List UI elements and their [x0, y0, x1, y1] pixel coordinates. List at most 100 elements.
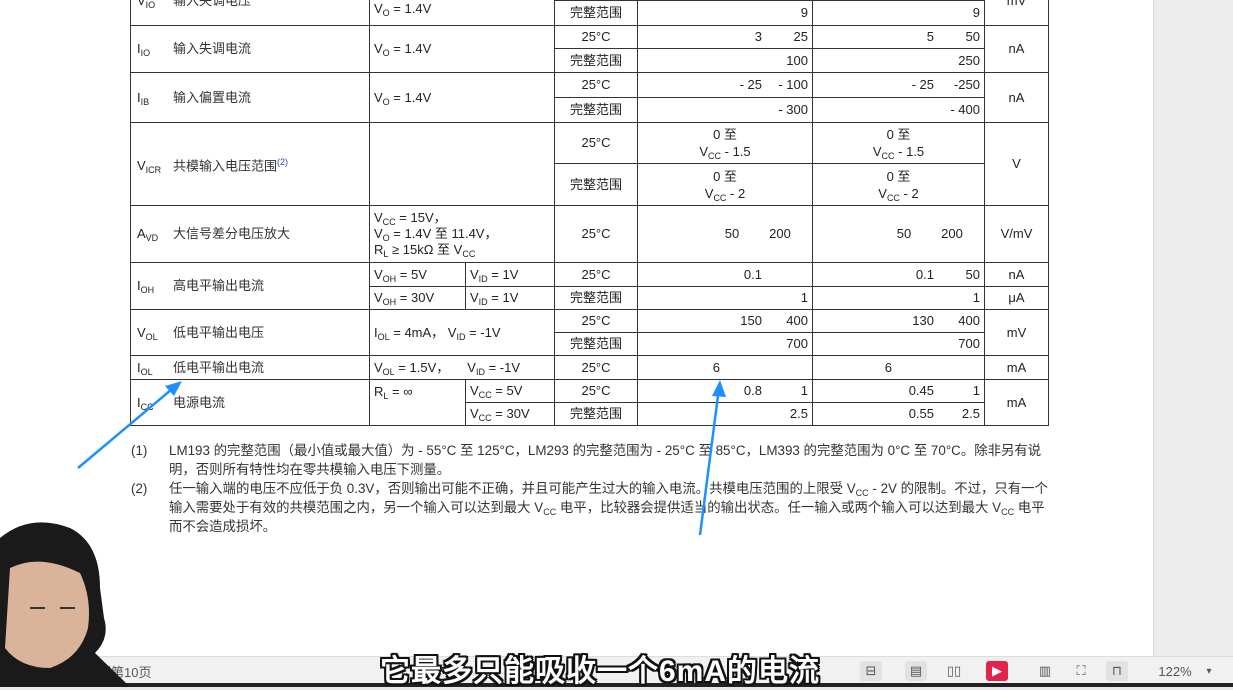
condition-cell: VIC = VICR 最小值，VO = 1.4V: [369, 0, 555, 26]
typ-value: 0.8: [743, 383, 762, 398]
cell-text: 0 至: [713, 168, 737, 184]
symbol: ICC: [137, 394, 154, 412]
max-value: 100: [786, 52, 808, 68]
max-value: 1: [800, 290, 808, 305]
max-value: - 400: [950, 102, 980, 117]
footnote: (1) LM193 的完整范围（最小值或最大值）为 - 55°C 至 125°C，…: [131, 441, 1051, 479]
param-name: 低电平输出电压: [173, 324, 265, 340]
symbol: VIO: [137, 0, 156, 10]
max-value: 2.5: [789, 406, 808, 421]
param-name: 电源电流: [173, 394, 226, 410]
max-value: 1: [972, 290, 980, 305]
footnote: (2) 任一输入端的电压不应低于负 0.3V，否则输出可能不正确，并且可能产生过大…: [131, 479, 1051, 536]
param-cell: IOL 低电平输出电流: [130, 355, 370, 380]
footnote-text: LM193 的完整范围（最小值或最大值）为 - 55°C 至 125°C，LM2…: [169, 443, 1042, 477]
max-value: 250: [958, 52, 980, 68]
param-cell: IIB 输入偏置电流: [130, 72, 370, 123]
cell-text: VCC - 2: [878, 185, 919, 203]
cell-text: VCC - 2: [704, 185, 746, 203]
continuous-page-icon[interactable]: ▤: [905, 661, 927, 681]
symbol: AVD: [137, 226, 159, 243]
condition: IOL = 4mA， VID = -1V: [369, 309, 555, 356]
table-row: 完整范围 - 300 - 400: [131, 97, 1049, 123]
max-value: 400: [786, 313, 808, 328]
webcam-presenter: [0, 522, 130, 687]
video-bottom-bar: [0, 683, 1233, 687]
zoom-level[interactable]: 122%: [1158, 663, 1192, 679]
cell-text: VCC - 1.5: [872, 144, 925, 161]
condition: VCC = 30V: [465, 402, 555, 426]
viewer-toolbar: 回到第10页 ⊟ ▤ ▯▯ ▶ ▥ ⛶ ⊓ 122% ▾: [0, 656, 1233, 683]
table-row: IIO 输入失调电流 VO = 1.4V 25°C 3 25 5 50 nA: [130, 25, 1049, 73]
temp: 完整范围: [554, 48, 638, 73]
value: 9: [800, 5, 808, 20]
param-cell: AVD 大信号差分电压放大: [130, 205, 370, 263]
cell-text: 0 至: [886, 168, 911, 184]
unit: nA: [984, 25, 1049, 73]
max-value: 700: [786, 336, 808, 351]
max-value: 1: [972, 383, 980, 398]
condition: VID = 1V: [465, 286, 555, 310]
temp: 完整范围: [554, 97, 638, 123]
unit: V/mV: [984, 205, 1049, 263]
max-value: - 300: [778, 102, 808, 117]
unit: mA: [984, 379, 1049, 426]
param-cell: VICR 共模输入电压范围(2): [130, 122, 370, 206]
temp: 25°C: [554, 205, 638, 263]
typ-value: 0.1: [915, 266, 934, 282]
temp: 25°C: [554, 379, 638, 403]
typ-value: 0.55: [908, 406, 934, 421]
single-page-icon[interactable]: ⊟: [860, 661, 882, 681]
typ-value: 0.45: [908, 383, 934, 398]
temp: 25°C: [554, 309, 638, 333]
two-page-icon[interactable]: ▯▯: [946, 663, 962, 678]
symbol: IIO: [137, 41, 151, 58]
footnote-text: 任一输入端的电压不应低于负 0.3V，否则输出可能不正确，并且可能产生过大的输入…: [169, 481, 1048, 534]
symbol: IOH: [137, 278, 155, 295]
play-icon[interactable]: ▶: [986, 661, 1008, 681]
max-value: - 100: [778, 77, 808, 92]
max-value: -250: [953, 77, 980, 92]
temp: 完整范围: [554, 402, 638, 426]
param-name: 大信号差分电压放大: [173, 226, 291, 241]
footnotes: (1) LM193 的完整范围（最小值或最大值）为 - 55°C 至 125°C，…: [131, 441, 1051, 536]
table-row: AVD 大信号差分电压放大 VCC = 15V， VO = 1.4V 至 11.4V，…: [130, 205, 1049, 263]
typ-value: - 25: [739, 77, 762, 92]
table-row: 完整范围 100 250: [131, 48, 1049, 73]
table-row: VCC = 30V 完整范围 2.5 0.55 2.5: [131, 402, 1049, 426]
footnote-ref[interactable]: (2): [277, 156, 289, 167]
unit: mA: [984, 355, 1049, 380]
param-name: 高电平输出电流: [173, 278, 265, 293]
temp: 25°C: [554, 122, 638, 164]
table-row: ICC 电源电流 RL = ∞ VCC = 5V 25°C 0.8 1 0.45 1 mA: [130, 379, 1049, 426]
temp: 25°C: [554, 355, 638, 380]
typ-value: - 25: [911, 77, 934, 92]
param-name: 输入失调电压: [173, 0, 252, 8]
cell-text: RL ≥ 15kΩ 至 VCC: [374, 242, 476, 259]
param-name: 输入偏置电流: [173, 89, 252, 105]
table-row: VOL 低电平输出电压 IOL = 4mA， VID = -1V 25°C 150 400…: [130, 309, 1049, 356]
typ-value: 150: [740, 313, 762, 328]
condition: VOH = 30V: [369, 286, 466, 310]
typ-value: 3: [754, 29, 762, 44]
symbol: VICR: [137, 158, 162, 176]
table-row: VOH = 30V VID = 1V 完整范围 1 1 μA: [131, 286, 1049, 310]
fullscreen-icon[interactable]: ⛶: [1076, 663, 1086, 678]
condition: VIC = VICR 最小值，: [374, 0, 550, 2]
cell-text: VCC = 15V，: [374, 210, 447, 227]
table-row: 完整范围 700 700: [131, 332, 1049, 356]
param-cell: VIO 输入失调电压: [130, 0, 370, 26]
param-cell: IIO 输入失调电流: [130, 25, 370, 73]
range-value: 0 至 VCC - 2: [812, 163, 985, 206]
param-name: 共模输入电压范围: [173, 158, 278, 174]
fit-width-icon[interactable]: ▥: [1038, 663, 1052, 678]
cell-text: VCC - 1.5: [699, 144, 751, 161]
param-cell: VOL 低电平输出电压: [130, 309, 370, 356]
fit-page-icon[interactable]: ⊓: [1106, 661, 1128, 681]
condition: VO = 1.4V: [374, 1, 432, 18]
max-value: 2.5: [961, 406, 980, 421]
zoom-dropdown-icon[interactable]: ▾: [1206, 665, 1212, 677]
